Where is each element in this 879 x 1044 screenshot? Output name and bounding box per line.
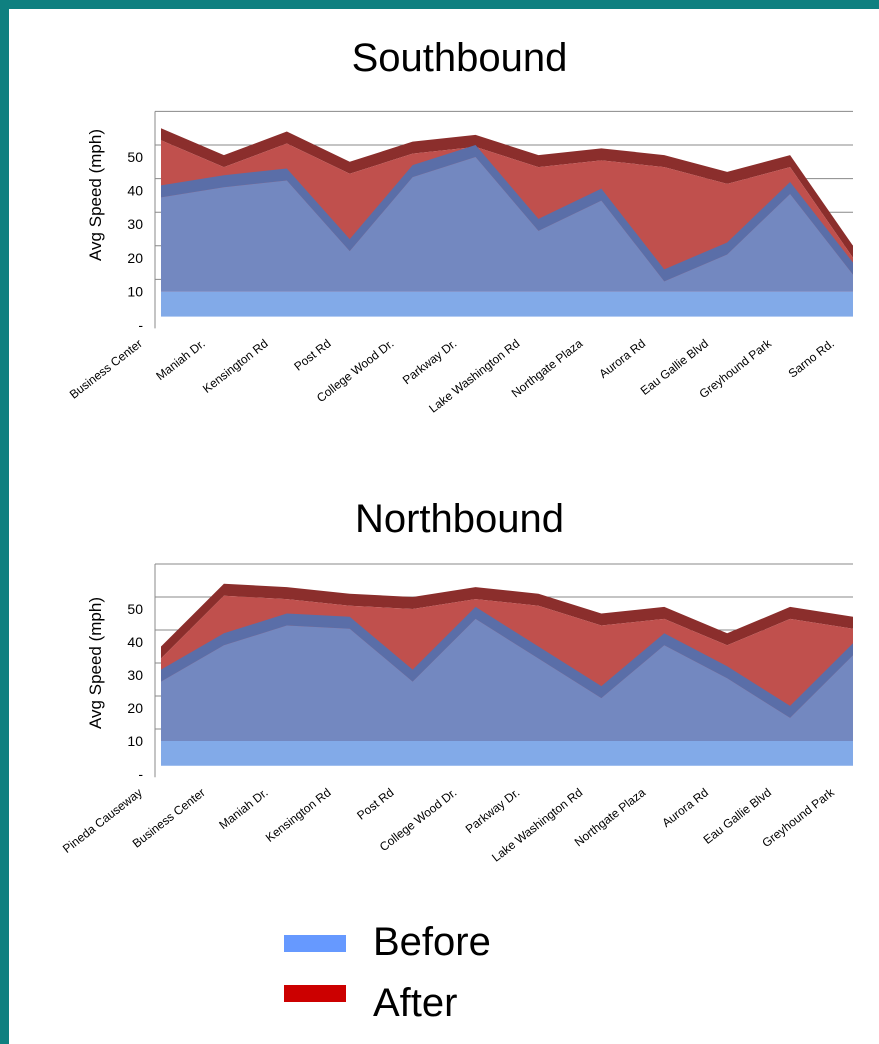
y-tick-label: 50 [127, 601, 143, 617]
y-tick-label: - [138, 766, 143, 782]
y-tick-label: 30 [127, 667, 143, 683]
legend-swatch-before [284, 935, 346, 952]
before-base-band [161, 741, 853, 766]
frame-top-border [0, 0, 879, 9]
before-series-area [161, 157, 853, 292]
y-tick-label: 40 [127, 183, 143, 199]
frame-top-accent-line [68, 9, 879, 12]
before-base-band [161, 291, 853, 317]
y-tick-label: 30 [127, 216, 143, 232]
x-tick-label: Maniah Dr. [216, 785, 270, 832]
northbound-chart-title: Northbound [354, 497, 565, 541]
southbound-chart-title: Southbound [351, 36, 568, 80]
y-tick-label: 20 [127, 250, 143, 266]
y-tick-label: - [138, 317, 143, 333]
x-tick-label: Parkway Dr. [463, 785, 523, 836]
frame-left-border [0, 0, 9, 1044]
before-series-area [161, 618, 853, 741]
x-tick-label: Aurora Rd [659, 785, 711, 830]
x-tick-label: Pineda Causeway [60, 785, 145, 856]
y-tick-label: 20 [127, 700, 143, 716]
after-series-depth [161, 128, 853, 258]
legend-label-before: Before [373, 920, 491, 964]
y-tick-label: 50 [127, 149, 143, 165]
y-tick-label: 40 [127, 634, 143, 650]
after-series-depth [161, 583, 853, 659]
x-tick-label: Post Rd [354, 785, 396, 822]
x-tick-label: Kensington Rd [263, 785, 334, 845]
northbound-chart: - 10 20 30 40 50 Avg Speed (mph) Pineda Causewa… [60, 563, 853, 865]
legend-swatch-after [284, 985, 346, 1002]
y-tick-label: 10 [127, 733, 143, 749]
y-axis-label: Avg Speed (mph) [86, 597, 105, 729]
y-tick-label: 10 [127, 283, 143, 299]
y-axis-label: Avg Speed (mph) [86, 129, 105, 261]
legend-label-after: After [373, 981, 458, 1025]
before-series-depth [161, 606, 853, 718]
